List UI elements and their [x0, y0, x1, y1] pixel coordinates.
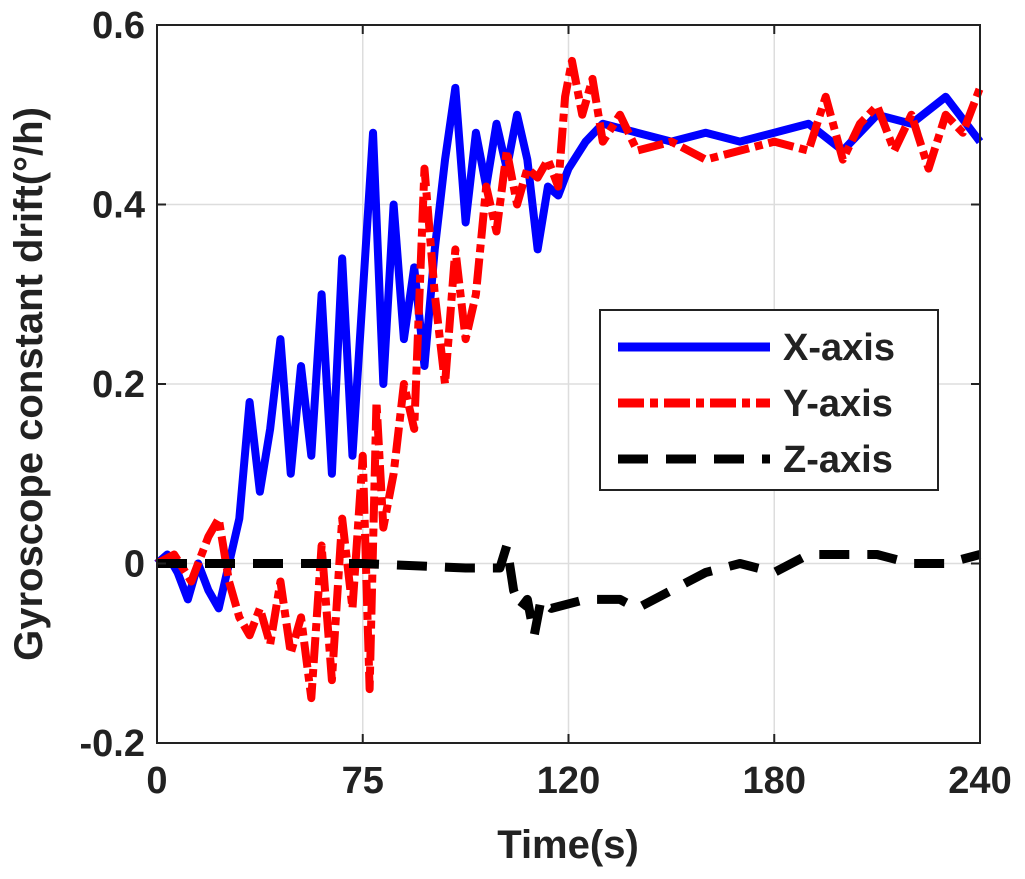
y-tick-label: 0.2: [92, 364, 145, 406]
x-tick-label: 240: [948, 760, 1011, 802]
series-lines: [154, 56, 984, 703]
x-tick-label: 0: [146, 760, 167, 802]
x-tick-label: 120: [537, 760, 600, 802]
y-ticks: -0.2 0 0.2 0.4 0.6: [80, 5, 980, 765]
x-tick-label: 180: [743, 760, 806, 802]
x-ticks: 0 75 120 180 240: [146, 25, 1012, 802]
y-tick-label: 0.4: [92, 185, 145, 227]
series-line-z-axis: [157, 541, 982, 640]
series-line-y-axis: [155, 56, 984, 703]
legend-label: Z-axis: [783, 439, 893, 481]
x-axis-label: Time(s): [497, 823, 639, 867]
y-tick-label: 0.6: [92, 5, 145, 47]
y-tick-label: -0.2: [80, 723, 145, 765]
legend-label: X-axis: [783, 327, 895, 369]
x-tick-label: 75: [342, 760, 384, 802]
y-axis-label: Gyroscope constant drift(°/h): [7, 107, 51, 661]
y-tick-label: 0: [124, 544, 145, 586]
legend-label: Y-axis: [783, 383, 893, 425]
legend: X-axis Y-axis Z-axis: [599, 309, 939, 491]
